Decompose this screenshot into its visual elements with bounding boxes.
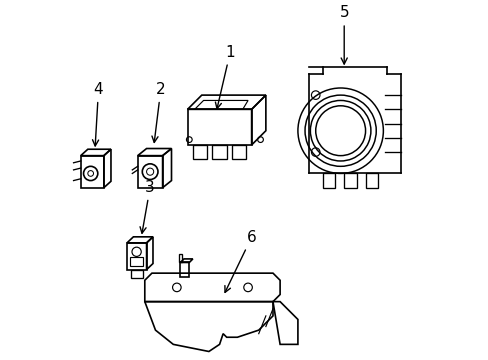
Text: 2: 2 (152, 82, 165, 143)
Bar (130, 270, 142, 279)
Bar (212, 145, 226, 159)
Bar (178, 253, 182, 262)
Bar (232, 145, 246, 159)
Bar (180, 262, 189, 277)
Text: 3: 3 (140, 180, 155, 233)
Text: 1: 1 (215, 45, 235, 109)
Text: 4: 4 (92, 82, 103, 146)
Bar (365, 174, 377, 188)
Bar (130, 257, 143, 266)
Bar (322, 174, 335, 188)
Text: 6: 6 (224, 230, 256, 292)
Bar (187, 109, 251, 145)
Bar (192, 145, 207, 159)
Text: 5: 5 (339, 5, 348, 64)
Bar (127, 243, 146, 270)
Bar (344, 174, 356, 188)
